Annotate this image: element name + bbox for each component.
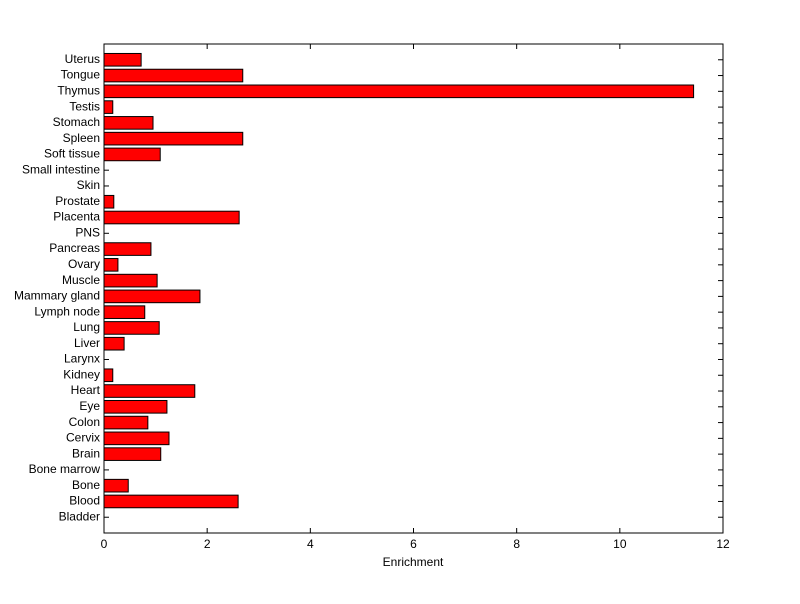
bar bbox=[103, 368, 114, 383]
x-tick-label: 2 bbox=[204, 537, 211, 551]
x-tick-label: 12 bbox=[716, 537, 730, 551]
bar bbox=[103, 478, 129, 493]
y-tick-label: Small intestine bbox=[22, 162, 100, 176]
bar bbox=[103, 147, 161, 162]
y-tick-label: Bladder bbox=[59, 509, 100, 523]
bar bbox=[103, 258, 119, 272]
y-tick-label: Colon bbox=[69, 415, 100, 429]
bar bbox=[103, 415, 149, 430]
y-tick-label: Prostate bbox=[55, 194, 100, 208]
bar bbox=[103, 336, 125, 351]
y-tick-label: Bone marrow bbox=[29, 462, 101, 476]
y-tick-label: Uterus bbox=[65, 52, 100, 66]
bar bbox=[103, 68, 244, 83]
x-tick-label: 0 bbox=[101, 537, 108, 551]
y-tick-label: Mammary gland bbox=[14, 289, 100, 303]
plot-frame bbox=[103, 43, 724, 534]
x-tick-label: 8 bbox=[513, 537, 520, 551]
bar bbox=[103, 100, 114, 114]
bar bbox=[103, 447, 162, 461]
bar bbox=[103, 210, 240, 225]
y-tick-label: Testis bbox=[69, 99, 100, 113]
y-tick-label: Ovary bbox=[68, 257, 100, 271]
y-tick-label: Soft tissue bbox=[44, 147, 100, 161]
y-tick-label: Pancreas bbox=[49, 241, 100, 255]
bar bbox=[103, 131, 244, 146]
y-tick-label: Bone bbox=[72, 478, 100, 492]
y-tick-label: Cervix bbox=[66, 431, 100, 445]
bar bbox=[103, 321, 160, 335]
y-tick-label: Blood bbox=[69, 494, 100, 508]
bar bbox=[103, 242, 152, 256]
bar bbox=[103, 273, 158, 288]
y-tick-label: Placenta bbox=[53, 210, 100, 224]
bar bbox=[103, 431, 170, 446]
y-tick-label: Lung bbox=[73, 320, 100, 334]
x-tick-label: 6 bbox=[410, 537, 417, 551]
bar bbox=[103, 289, 201, 304]
bar bbox=[103, 52, 142, 67]
bar bbox=[103, 384, 196, 398]
y-tick-label: PNS bbox=[75, 225, 100, 239]
y-tick-label: Muscle bbox=[62, 273, 100, 287]
y-tick-label: Eye bbox=[79, 399, 100, 413]
x-tick-label: 4 bbox=[307, 537, 314, 551]
y-tick-label: Larynx bbox=[64, 352, 100, 366]
y-tick-label: Thymus bbox=[57, 83, 100, 97]
bar bbox=[103, 194, 115, 209]
bar bbox=[103, 116, 154, 130]
y-tick-label: Liver bbox=[74, 336, 100, 350]
y-tick-label: Kidney bbox=[63, 367, 100, 381]
bar bbox=[103, 494, 239, 509]
y-tick-label: Brain bbox=[72, 446, 100, 460]
y-tick-label: Spleen bbox=[63, 131, 100, 145]
x-axis-label: Enrichment bbox=[383, 555, 444, 569]
x-tick-label: 10 bbox=[613, 537, 627, 551]
y-tick-label: Lymph node bbox=[34, 304, 100, 318]
y-tick-label: Skin bbox=[77, 178, 100, 192]
y-tick-label: Heart bbox=[71, 383, 101, 397]
y-tick-label: Stomach bbox=[53, 115, 100, 129]
bar bbox=[103, 399, 168, 414]
bar bbox=[103, 305, 146, 319]
bar bbox=[103, 84, 695, 99]
y-tick-label: Tongue bbox=[61, 68, 101, 82]
